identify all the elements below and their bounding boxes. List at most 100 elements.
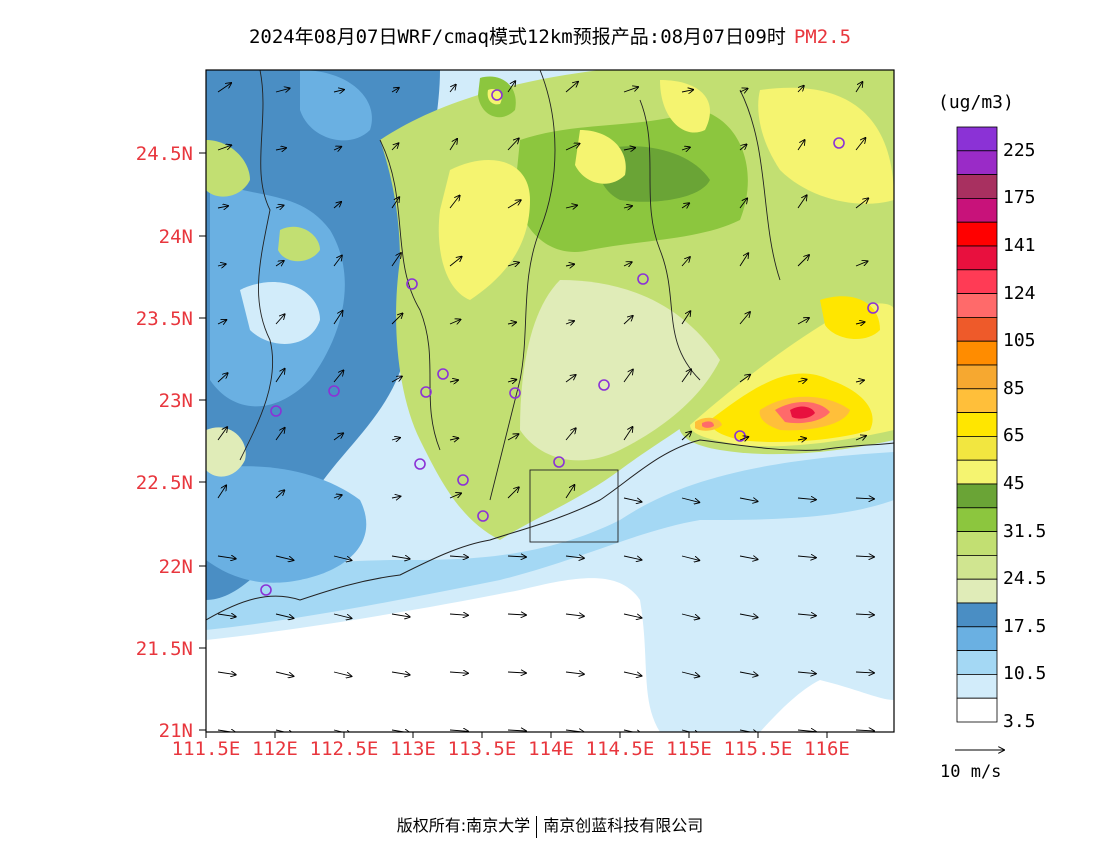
- wind-arrow: [217, 320, 226, 324]
- west-lightblue-ring: [300, 70, 372, 141]
- lat-label: 24N: [158, 226, 193, 248]
- map-frame: [205, 69, 895, 733]
- title-text: 2024年08月07日WRF/cmaq模式12km预报产品:08月07日09时: [248, 26, 786, 48]
- wind-arrow: [797, 556, 816, 558]
- wind-arrow: [333, 671, 352, 676]
- wind-arrow: [391, 376, 402, 383]
- wind-arrow: [449, 614, 468, 615]
- wind-arrow: [681, 147, 690, 150]
- wind-arrow: [797, 318, 809, 325]
- wind-arrow: [855, 436, 866, 440]
- yellow-north: [438, 160, 530, 300]
- colorbar-label: 105: [1003, 330, 1036, 352]
- wind-arrow: [797, 140, 805, 151]
- east-red-west: [702, 421, 714, 428]
- wind-arrow: [333, 311, 343, 325]
- wind-arrow: [449, 139, 457, 151]
- wind-arrow: [217, 730, 236, 732]
- wind-arrow: [565, 82, 578, 93]
- wind-arrow: [275, 671, 294, 676]
- wind-arrow: [797, 614, 816, 616]
- city-marker: [637, 273, 649, 285]
- wind-arrow: [565, 144, 580, 151]
- wind-arrow: [681, 497, 699, 502]
- colorbar-swatch: [956, 364, 998, 390]
- wind-arrow: [739, 89, 748, 93]
- wind-arrow: [855, 614, 874, 615]
- city-marker: [406, 278, 418, 290]
- city-marker: [437, 368, 449, 380]
- wind-arrow: [449, 556, 468, 557]
- wind-arrow: [681, 729, 699, 732]
- wind-arrow: [855, 672, 874, 673]
- wind-arrow: [449, 730, 468, 731]
- wind-arrow: [565, 321, 574, 324]
- wind-arrow: [623, 370, 633, 383]
- wind-arrow: [797, 498, 816, 500]
- wind-arrow: [391, 143, 399, 151]
- wind-arrow: [391, 672, 410, 675]
- colorbar-swatch: [956, 174, 998, 199]
- lon-label: 113.5E: [447, 738, 517, 760]
- lon-label: 113E: [390, 738, 436, 760]
- province-border: [489, 70, 556, 501]
- wind-arrow: [217, 373, 228, 383]
- wind-arrow: [565, 485, 575, 499]
- wind-arrow: [217, 206, 228, 208]
- wind-arrow: [739, 672, 758, 675]
- wind-arrow: [739, 498, 758, 501]
- wind-arrow: [739, 312, 750, 325]
- province-border-3: [639, 99, 701, 381]
- colorbar-swatch: [956, 650, 998, 675]
- lat-label: 21.5N: [135, 638, 193, 660]
- wind-arrow: [681, 311, 690, 325]
- wind-arrow: [275, 369, 285, 383]
- wind-arrow: [797, 380, 807, 383]
- wind-arrow: [391, 496, 401, 498]
- colorbar-swatch: [956, 221, 998, 247]
- wind-arrow: [507, 434, 519, 441]
- colorbar-swatch: [956, 578, 998, 604]
- colorbar-label: 175: [1003, 187, 1036, 209]
- city-marker: [491, 89, 503, 101]
- colorbar-swatch: [956, 150, 998, 176]
- city-marker: [270, 405, 282, 417]
- city-marker: [420, 386, 432, 398]
- wind-arrow: [217, 83, 231, 93]
- wind-arrow: [333, 147, 341, 150]
- wind-arrow: [449, 196, 460, 209]
- lat-label: 23.5N: [135, 308, 193, 330]
- wind-arrow: [855, 498, 874, 499]
- wind-arrow: [275, 729, 294, 732]
- colorbar: [956, 126, 998, 723]
- wind-arrow: [333, 90, 344, 92]
- province-border-2: [239, 70, 274, 461]
- colorbar-swatch: [956, 459, 998, 485]
- wind-arrow: [217, 556, 236, 559]
- city-marker: [328, 385, 340, 397]
- wind-arrow: [333, 256, 342, 267]
- wind-arrow: [739, 144, 747, 151]
- wind-arrow: [333, 613, 352, 618]
- city-marker: [553, 456, 565, 468]
- wind-arrow: [391, 197, 399, 209]
- colorbar-label: 65: [1003, 425, 1025, 447]
- wind-arrow: [449, 320, 461, 325]
- wind-arrow: [623, 427, 633, 441]
- wind-arrow: [623, 497, 642, 502]
- city-marker: [414, 458, 426, 470]
- wind-arrow: [855, 198, 868, 209]
- wind-arrow: [565, 614, 584, 616]
- wind-arrow: [275, 314, 285, 325]
- colorbar-swatch: [956, 602, 998, 628]
- wind-arrow: [855, 138, 866, 151]
- colorbar-swatch: [956, 269, 998, 294]
- wind-arrow: [507, 614, 526, 615]
- wind-arrow: [275, 261, 284, 266]
- wind-arrow: [217, 672, 236, 675]
- wind-arrow: [507, 263, 519, 267]
- wind-arrow: [565, 205, 577, 208]
- wind-arrow: [739, 198, 747, 209]
- colorbar-swatch: [956, 507, 998, 532]
